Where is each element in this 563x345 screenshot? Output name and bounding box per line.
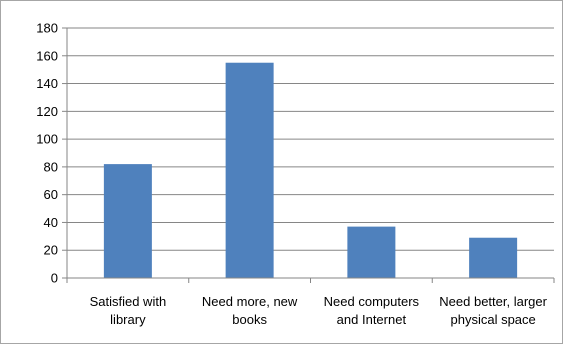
x-category-label: Satisfied with [90, 294, 167, 309]
y-tick-label: 60 [44, 187, 58, 202]
bar [103, 164, 152, 278]
y-tick-label: 80 [44, 159, 58, 174]
y-tick-label: 120 [36, 104, 58, 119]
x-category-label: Need computers [324, 294, 420, 309]
x-category-label: Need more, new [202, 294, 298, 309]
axes [66, 28, 555, 283]
bar [225, 62, 274, 278]
y-axis-tick-labels: 0 20 40 60 80 100 120 140 160 180 [36, 21, 58, 286]
bar [469, 237, 518, 278]
y-tick-label: 40 [44, 215, 58, 230]
y-tick-label: 100 [36, 132, 58, 147]
y-tick-label: 140 [36, 76, 58, 91]
y-tick-label: 20 [44, 243, 58, 258]
x-category-label: library [110, 312, 146, 327]
x-category-label: physical space [450, 312, 535, 327]
x-category-label: books [232, 312, 267, 327]
y-tick-label: 0 [51, 271, 58, 286]
x-category-label: Need better, larger [439, 294, 547, 309]
bars [103, 62, 518, 278]
y-tick-label: 180 [36, 21, 58, 36]
bar [347, 226, 396, 278]
y-tick-label: 160 [36, 48, 58, 63]
x-category-label: and Internet [337, 312, 407, 327]
x-axis-category-labels: Satisfied with library Need more, new books… [90, 294, 548, 327]
